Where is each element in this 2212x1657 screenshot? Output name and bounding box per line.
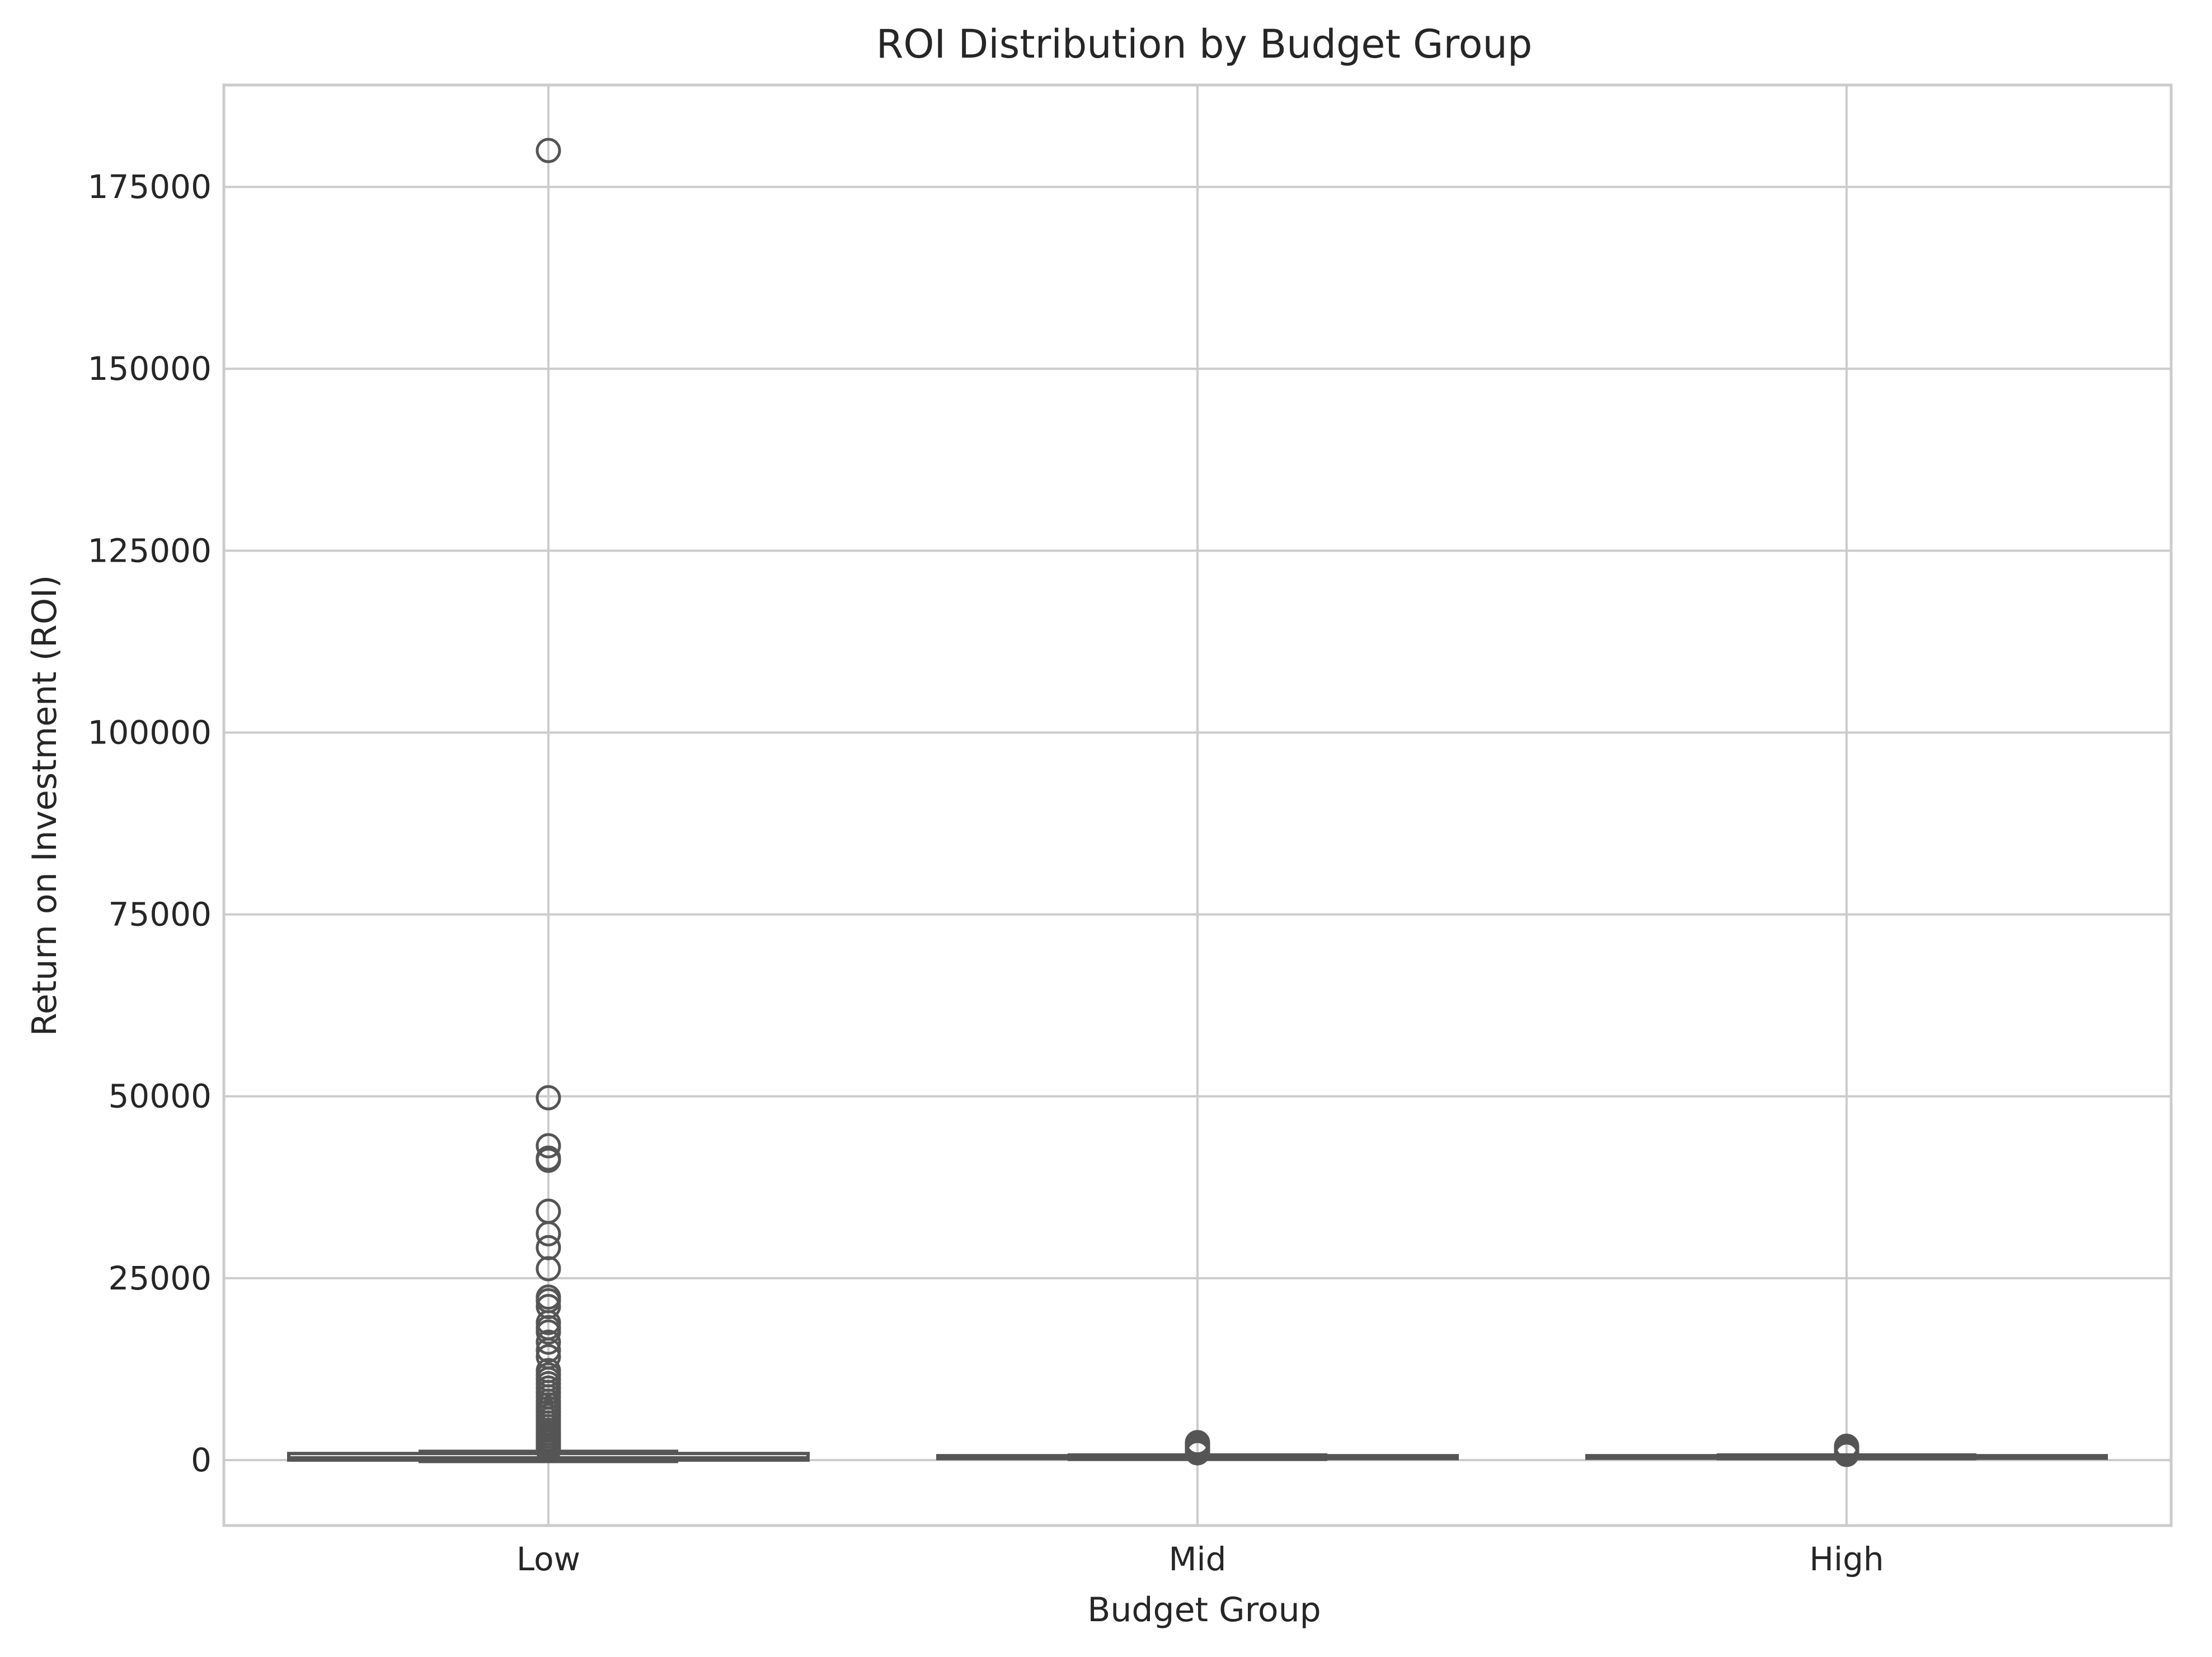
y-tick-label: 150000 <box>88 350 212 388</box>
outlier-point <box>536 1221 561 1246</box>
plot-frame <box>222 83 2173 1527</box>
y-tick-label: 175000 <box>88 168 212 206</box>
outlier-layer <box>536 138 1859 1467</box>
outlier-point <box>1185 1440 1210 1466</box>
outlier-point <box>536 1256 561 1282</box>
x-tick-label: Low <box>516 1540 580 1578</box>
y-tick-label: 100000 <box>88 713 212 751</box>
outlier-point <box>1834 1442 1859 1467</box>
outlier-point <box>536 1329 561 1355</box>
x-tick-label: Mid <box>1169 1540 1227 1578</box>
axis-layer: 0 25000 50000 75000 100000 125000 150000 175000… <box>88 168 1884 1578</box>
chart-title: ROI Distribution by Budget Group <box>876 21 1533 67</box>
outlier-point <box>536 138 561 163</box>
outlier-point <box>536 1438 561 1463</box>
x-axis-label: Budget Group <box>1087 1590 1321 1630</box>
outlier-point <box>536 1319 561 1345</box>
outlier-point <box>536 1338 561 1363</box>
y-axis-label: Return on Investment (ROI) <box>25 575 64 1036</box>
x-tick-label: High <box>1809 1540 1884 1578</box>
grid-layer <box>224 85 2171 1526</box>
y-tick-label: 75000 <box>108 896 212 934</box>
outlier-point <box>536 1147 561 1173</box>
y-tick-label: 0 <box>191 1441 212 1479</box>
y-tick-label: 125000 <box>88 531 212 569</box>
outlier-point <box>536 1133 561 1159</box>
outlier-point <box>536 1085 561 1110</box>
y-tick-label: 25000 <box>108 1259 212 1297</box>
y-tick-label: 50000 <box>108 1077 212 1115</box>
